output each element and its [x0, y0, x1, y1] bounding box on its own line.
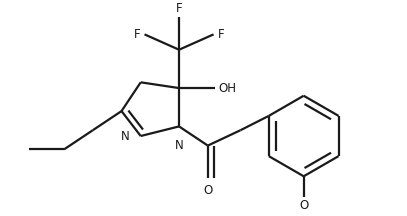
Text: N: N: [120, 130, 129, 143]
Text: N: N: [175, 139, 184, 152]
Text: F: F: [176, 2, 182, 15]
Text: F: F: [217, 28, 224, 41]
Text: O: O: [299, 199, 309, 212]
Text: OH: OH: [219, 82, 236, 95]
Text: O: O: [203, 184, 212, 197]
Text: F: F: [134, 28, 141, 41]
